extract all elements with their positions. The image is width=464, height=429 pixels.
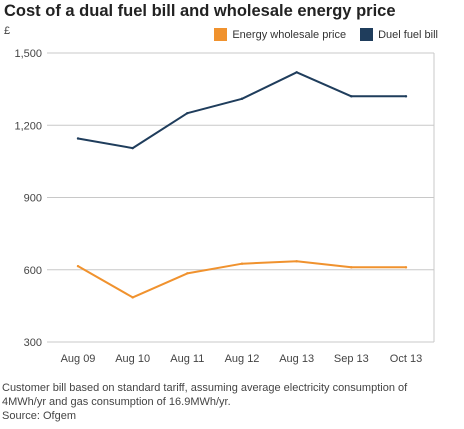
data-point-wholesale-price bbox=[76, 264, 80, 268]
data-point-wholesale-price bbox=[186, 272, 189, 275]
x-tick-label: Aug 13 bbox=[279, 353, 314, 365]
series-line-dual-fuel-bill bbox=[77, 71, 407, 150]
series-line-wholesale-price bbox=[77, 260, 407, 299]
data-point-dual-fuel-bill bbox=[404, 95, 408, 98]
data-point-dual-fuel-bill bbox=[240, 97, 244, 100]
legend-item-wholesale: Energy wholesale price bbox=[214, 28, 346, 41]
data-point-dual-fuel-bill bbox=[350, 95, 353, 98]
x-tick-label: Aug 10 bbox=[115, 353, 150, 365]
y-unit-label: £ bbox=[4, 25, 11, 37]
legend-label-wholesale: Energy wholesale price bbox=[232, 28, 347, 41]
legend-swatch-bill bbox=[360, 28, 374, 41]
data-point-wholesale-price bbox=[404, 266, 408, 269]
x-tick-label: Sep 13 bbox=[334, 353, 369, 365]
chart-title: Cost of a dual fuel bill and wholesale e… bbox=[4, 2, 396, 20]
y-tick-label: 600 bbox=[24, 265, 42, 277]
legend-label-bill: Duel fuel bill bbox=[378, 28, 438, 41]
x-tick-label: Aug 09 bbox=[61, 353, 96, 365]
legend-swatch-wholesale bbox=[214, 28, 228, 41]
y-tick-label: 1,200 bbox=[14, 120, 42, 132]
data-point-wholesale-price bbox=[131, 296, 134, 299]
chart-footnote: Customer bill based on standard tariff, … bbox=[2, 382, 408, 408]
x-tick-label: Aug 12 bbox=[225, 353, 260, 365]
y-tick-label: 1,500 bbox=[14, 48, 42, 60]
data-point-wholesale-price bbox=[240, 262, 244, 265]
data-point-dual-fuel-bill bbox=[76, 137, 80, 140]
chart-source: Source: Ofgem bbox=[2, 410, 76, 422]
y-tick-label: 300 bbox=[24, 337, 42, 349]
data-point-dual-fuel-bill bbox=[131, 146, 134, 150]
data-point-dual-fuel-bill bbox=[295, 71, 298, 74]
x-tick-label: Aug 11 bbox=[170, 353, 204, 365]
x-tick-label: Oct 13 bbox=[390, 353, 422, 365]
legend-item-bill: Duel fuel bill bbox=[360, 28, 438, 41]
data-point-wholesale-price bbox=[350, 266, 353, 269]
data-point-wholesale-price bbox=[295, 260, 298, 263]
y-tick-label: 900 bbox=[24, 193, 42, 205]
data-point-dual-fuel-bill bbox=[186, 112, 189, 115]
legend: Energy wholesale price Duel fuel bill bbox=[200, 28, 438, 41]
